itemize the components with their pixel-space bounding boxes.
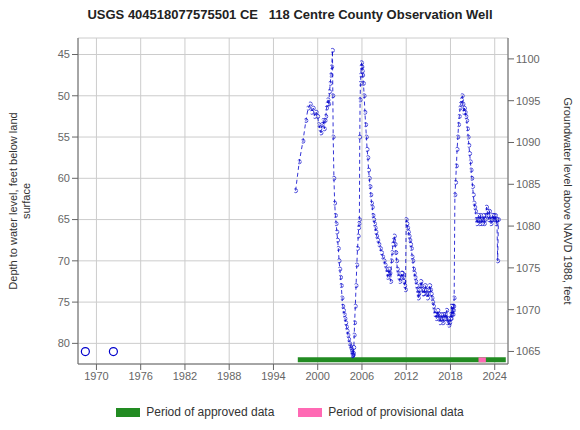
svg-text:80: 80 xyxy=(58,337,70,349)
svg-text:2006: 2006 xyxy=(350,370,374,382)
svg-text:50: 50 xyxy=(58,90,70,102)
svg-text:55: 55 xyxy=(58,131,70,143)
svg-text:1065: 1065 xyxy=(516,345,540,357)
svg-text:1100: 1100 xyxy=(516,53,540,65)
svg-text:Depth to water level, feet bel: Depth to water level, feet below landsur… xyxy=(8,112,32,289)
svg-text:45: 45 xyxy=(58,48,70,60)
svg-text:1970: 1970 xyxy=(84,370,108,382)
svg-text:1994: 1994 xyxy=(261,370,285,382)
svg-text:1080: 1080 xyxy=(516,220,540,232)
svg-text:1976: 1976 xyxy=(128,370,152,382)
html-text:USGS 404518077575501 CE 118 Ce: USGS 404518077575501 CE 118 Centre Count… xyxy=(87,7,493,22)
svg-text:70: 70 xyxy=(58,255,70,267)
svg-text:1085: 1085 xyxy=(516,178,540,190)
svg-text:2000: 2000 xyxy=(305,370,329,382)
svg-text:Groundwater level above NAVD 1: Groundwater level above NAVD 1988, feet xyxy=(562,97,572,304)
svg-text:1988: 1988 xyxy=(217,370,241,382)
svg-text:75: 75 xyxy=(58,296,70,308)
svg-text:2024: 2024 xyxy=(482,370,506,382)
html-text:Period of approved data: Period of approved data xyxy=(146,405,275,419)
svg-text:1075: 1075 xyxy=(516,262,540,274)
svg-text:2018: 2018 xyxy=(438,370,462,382)
svg-text:1095: 1095 xyxy=(516,95,540,107)
svg-text:1090: 1090 xyxy=(516,136,540,148)
svg-text:1982: 1982 xyxy=(173,370,197,382)
svg-text:1070: 1070 xyxy=(516,304,540,316)
svg-text:60: 60 xyxy=(58,172,70,184)
svg-text:2012: 2012 xyxy=(394,370,418,382)
svg-text:65: 65 xyxy=(58,213,70,225)
html-text:Period of provisional data: Period of provisional data xyxy=(328,405,464,419)
